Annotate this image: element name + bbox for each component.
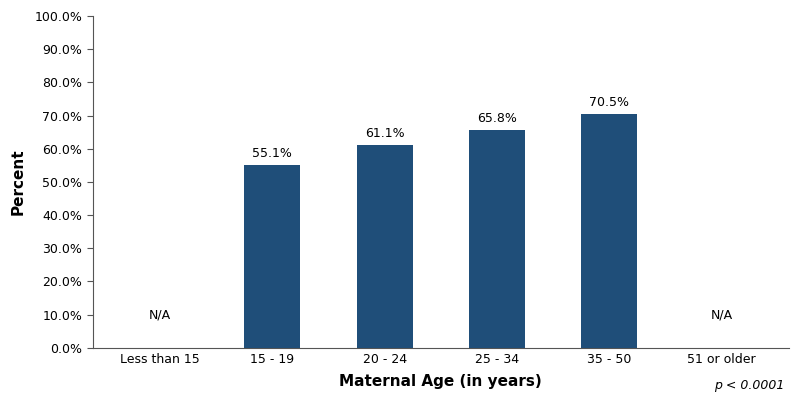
Text: N/A: N/A xyxy=(149,308,171,321)
Text: 70.5%: 70.5% xyxy=(590,96,630,109)
Text: N/A: N/A xyxy=(710,308,733,321)
Text: 55.1%: 55.1% xyxy=(253,147,292,160)
Bar xyxy=(357,145,413,348)
Text: 65.8%: 65.8% xyxy=(477,112,517,124)
Text: 61.1%: 61.1% xyxy=(365,127,405,140)
Bar xyxy=(581,114,638,348)
Y-axis label: Percent: Percent xyxy=(11,148,26,215)
Bar xyxy=(469,130,525,348)
X-axis label: Maternal Age (in years): Maternal Age (in years) xyxy=(339,374,542,389)
Bar xyxy=(244,165,301,348)
Text: p < 0.0001: p < 0.0001 xyxy=(714,379,784,392)
